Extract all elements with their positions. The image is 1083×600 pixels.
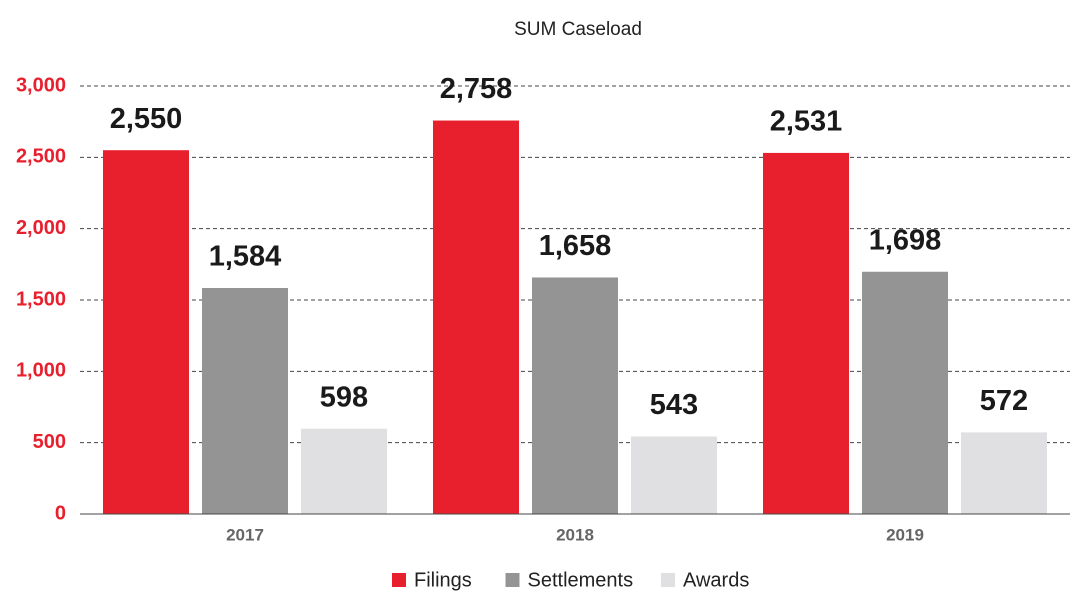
legend-label: Settlements (528, 569, 634, 591)
bar (862, 271, 948, 514)
y-tick-label: 1,000 (16, 360, 66, 382)
y-tick-label: 2,500 (16, 146, 66, 168)
y-tick-label: 3,000 (16, 74, 66, 96)
y-tick-label: 500 (33, 431, 66, 453)
x-tick-label: 2018 (556, 525, 594, 544)
x-tick-label: 2019 (886, 525, 924, 544)
bar (103, 150, 189, 514)
data-label: 543 (650, 389, 698, 421)
data-label: 2,758 (440, 73, 513, 105)
legend-swatch (661, 573, 675, 587)
bar (433, 120, 519, 514)
bar (763, 152, 849, 515)
data-label: 572 (980, 385, 1028, 417)
y-tick-label: 2,000 (16, 217, 66, 239)
legend-swatch (392, 573, 406, 587)
bar (961, 432, 1047, 514)
x-tick-label: 2017 (226, 525, 264, 544)
legend-label: Filings (414, 569, 472, 591)
chart-title: SUM Caseload (514, 19, 642, 40)
legend-label: Awards (683, 569, 749, 591)
bar (202, 288, 288, 514)
bar (631, 436, 717, 514)
data-label: 1,698 (869, 224, 942, 256)
data-label: 598 (320, 381, 368, 413)
data-label: 1,584 (209, 241, 282, 273)
y-tick-label: 1,500 (16, 288, 66, 310)
legend-swatch (505, 573, 520, 587)
data-label: 2,531 (770, 106, 843, 138)
data-label: 2,550 (110, 103, 183, 135)
data-label: 1,658 (539, 230, 612, 262)
bar (532, 277, 618, 514)
y-tick-label: 0 (55, 502, 66, 524)
bar (301, 428, 387, 514)
